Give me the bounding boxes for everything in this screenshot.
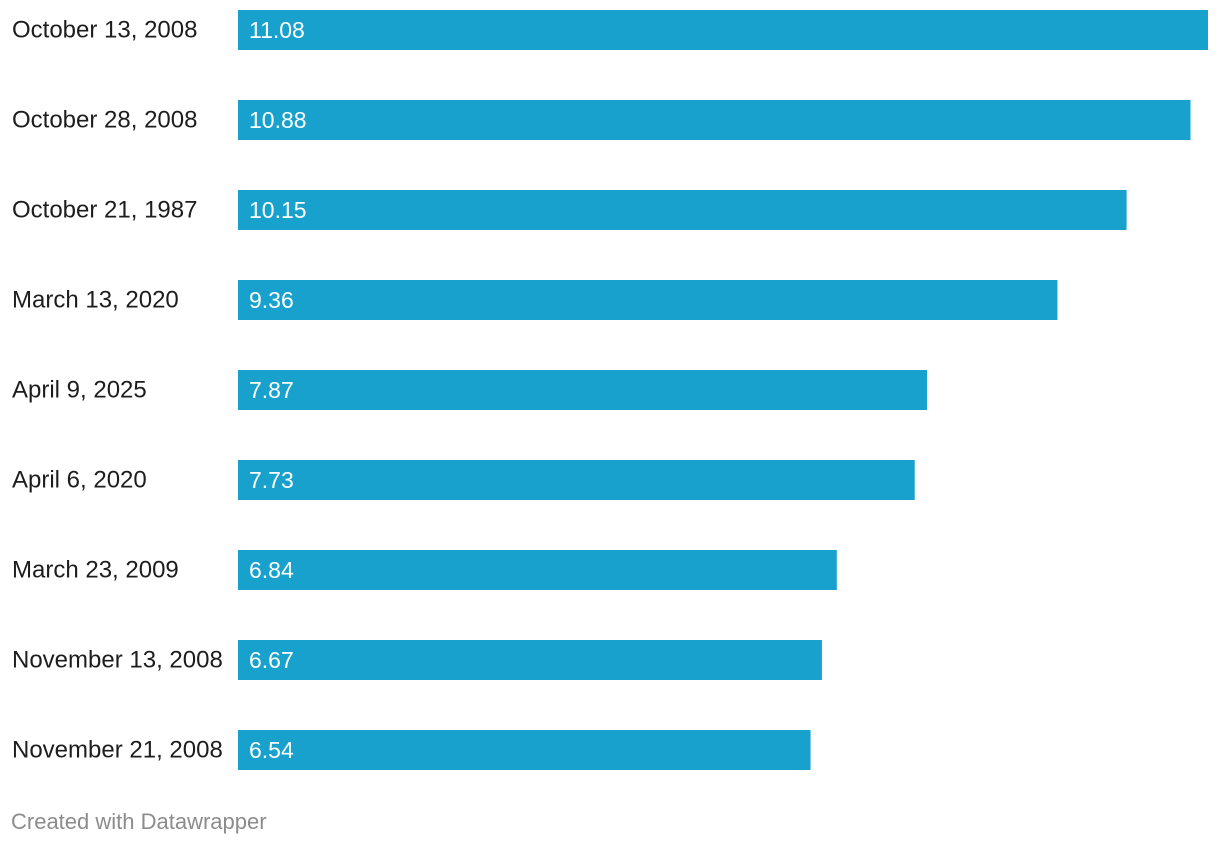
value-label: 11.08: [249, 17, 305, 43]
value-label: 7.87: [249, 377, 294, 403]
value-label: 7.73: [249, 467, 294, 493]
bar-row: November 21, 2008 6.54: [12, 730, 811, 770]
bar-row: November 13, 2008 6.67: [12, 640, 822, 680]
bars-group: October 13, 2008 11.08 October 28, 2008 10.…: [12, 10, 1208, 770]
category-label: November 21, 2008: [12, 737, 223, 764]
datawrapper-credit: Created with Datawrapper: [11, 809, 267, 834]
category-label: October 28, 2008: [12, 107, 197, 134]
bar: [238, 460, 915, 500]
category-label: April 9, 2025: [12, 377, 147, 404]
bar-row: October 28, 2008 10.88: [12, 100, 1191, 140]
bar: [238, 730, 811, 770]
bar-row: April 6, 2020 7.73: [12, 460, 915, 500]
category-label: November 13, 2008: [12, 647, 223, 674]
bar-row: March 13, 2020 9.36: [12, 280, 1058, 320]
value-label: 6.67: [249, 647, 294, 673]
value-label: 6.54: [249, 737, 294, 763]
value-label: 10.15: [249, 197, 307, 223]
bar: [238, 10, 1208, 50]
bar-row: October 13, 2008 11.08: [12, 10, 1208, 50]
bar-row: April 9, 2025 7.87: [12, 370, 927, 410]
bar-row: March 23, 2009 6.84: [12, 550, 837, 590]
value-label: 9.36: [249, 287, 294, 313]
bar: [238, 280, 1058, 320]
category-label: October 21, 1987: [12, 197, 197, 224]
bar: [238, 640, 822, 680]
value-label: 10.88: [249, 107, 307, 133]
category-label: March 23, 2009: [12, 557, 179, 584]
bar: [238, 190, 1127, 230]
bar: [238, 370, 927, 410]
value-label: 6.84: [249, 557, 294, 583]
bar-row: October 21, 1987 10.15: [12, 190, 1127, 230]
bar: [238, 550, 837, 590]
category-label: April 6, 2020: [12, 467, 147, 494]
bar-chart: October 13, 2008 11.08 October 28, 2008 10.…: [12, 10, 1208, 770]
bar: [238, 100, 1191, 140]
category-label: March 13, 2020: [12, 287, 179, 314]
category-label: October 13, 2008: [12, 17, 197, 44]
